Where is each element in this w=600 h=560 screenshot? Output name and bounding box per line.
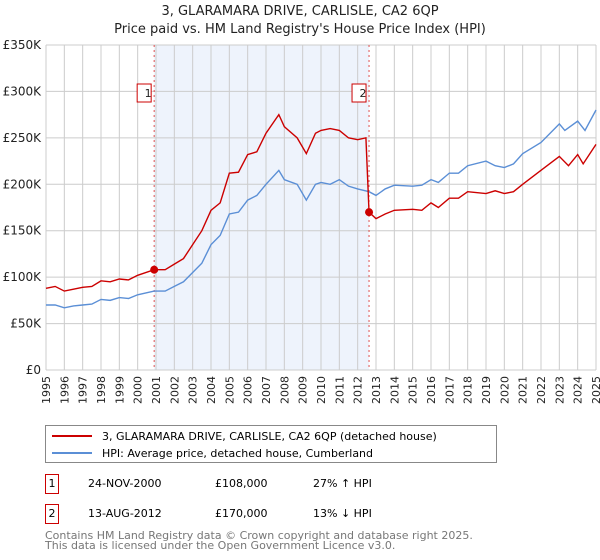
x-tick-label: 1997: [77, 376, 90, 404]
x-tick-label: 2019: [480, 376, 493, 404]
y-tick-label: £100K: [3, 270, 43, 284]
y-tick-label: £300K: [3, 84, 43, 98]
x-tick-label: 2018: [462, 376, 475, 404]
x-tick-label: 2016: [425, 376, 438, 404]
x-tick-label: 2023: [553, 376, 566, 404]
sale-point: [365, 208, 374, 217]
legend: 3, GLARAMARA DRIVE, CARLISLE, CA2 6QP (d…: [45, 425, 497, 463]
transaction-hpi: 13% ↓ HPI: [313, 507, 372, 520]
red-line-swatch: [52, 435, 92, 437]
x-tick-label: 2001: [150, 376, 163, 404]
footer-copyright: Contains HM Land Registry data © Crown c…: [45, 529, 473, 542]
y-tick-label: £250K: [3, 131, 43, 145]
x-tick-label: 2000: [132, 376, 145, 404]
blue-line-swatch: [52, 452, 92, 454]
x-tick-label: 2020: [498, 376, 511, 404]
marker-badge: 2: [45, 504, 59, 524]
sale-label-box: [351, 83, 367, 103]
transaction-hpi: 27% ↑ HPI: [313, 477, 372, 490]
marker-badge: 1: [45, 474, 59, 494]
transaction-price: £170,000: [215, 507, 268, 520]
y-tick-label: £200K: [3, 177, 43, 191]
x-tick-label: 2012: [352, 376, 365, 404]
sale-point: [150, 265, 159, 274]
x-tick-label: 2004: [205, 376, 218, 404]
x-tick-label: 2024: [572, 376, 585, 404]
x-tick-label: 2017: [443, 376, 456, 404]
x-tick-label: 2006: [242, 376, 255, 404]
transaction-date: 13-AUG-2012: [88, 507, 162, 520]
x-tick-label: 2021: [517, 376, 530, 404]
y-tick-label: £50K: [10, 317, 42, 331]
footer-licence: This data is licensed under the Open Gov…: [45, 539, 396, 552]
x-tick-label: 1999: [113, 376, 126, 404]
sale-label: 2: [360, 87, 367, 100]
x-tick-label: 2013: [370, 376, 383, 404]
price-chart: 1995 1996 1997 1998 1999 2000 2001 2002 2003 2004…: [3, 38, 600, 404]
x-tick-label: 2008: [278, 376, 291, 404]
footer: Contains HM Land Registry data © Crown c…: [45, 529, 473, 552]
x-tick-label: 2015: [407, 376, 420, 404]
chart-subtitle: Price paid vs. HM Land Registry's House …: [114, 22, 486, 37]
x-tick-label: 2009: [297, 376, 310, 404]
transaction-price: £108,000: [215, 477, 268, 490]
transaction-row: 1 24-NOV-2000 £108,000 27% ↑ HPI: [45, 474, 545, 494]
y-tick-label: £150K: [3, 224, 43, 238]
legend-label-hpi: HPI: Average price, detached house, Cumb…: [102, 446, 374, 460]
transaction-row: 2 13-AUG-2012 £170,000 13% ↓ HPI: [45, 504, 545, 524]
x-tick-label: 2002: [168, 376, 181, 404]
sale-label-box: [136, 83, 152, 103]
x-tick-label: 2007: [260, 376, 273, 404]
x-tick-label: 2014: [388, 376, 401, 404]
x-tick-label: 2011: [333, 376, 346, 404]
x-tick-label: 1995: [40, 376, 53, 404]
x-tick-label: 1996: [58, 376, 71, 404]
legend-item-property: 3, GLARAMARA DRIVE, CARLISLE, CA2 6QP (d…: [52, 428, 437, 444]
y-tick-label: £350K: [3, 38, 43, 52]
chart-title: 3, GLARAMARA DRIVE, CARLISLE, CA2 6QP: [161, 4, 439, 19]
x-tick-label: 2005: [223, 376, 236, 404]
transaction-date: 24-NOV-2000: [88, 477, 162, 490]
legend-item-hpi: HPI: Average price, detached house, Cumb…: [52, 445, 373, 461]
shaded-period: [154, 45, 370, 370]
hpi-series-line: [46, 109, 597, 309]
legend-label-property: 3, GLARAMARA DRIVE, CARLISLE, CA2 6QP (d…: [102, 429, 437, 443]
sale-label: 1: [145, 87, 152, 100]
y-tick-label: £0: [26, 363, 41, 377]
x-tick-label: 2010: [315, 376, 328, 404]
property-series-line: [45, 113, 597, 292]
x-tick-label: 2022: [535, 376, 548, 404]
x-tick-label: 2003: [187, 376, 200, 404]
x-tick-label: 2025: [590, 376, 600, 404]
x-tick-label: 1998: [95, 376, 108, 404]
